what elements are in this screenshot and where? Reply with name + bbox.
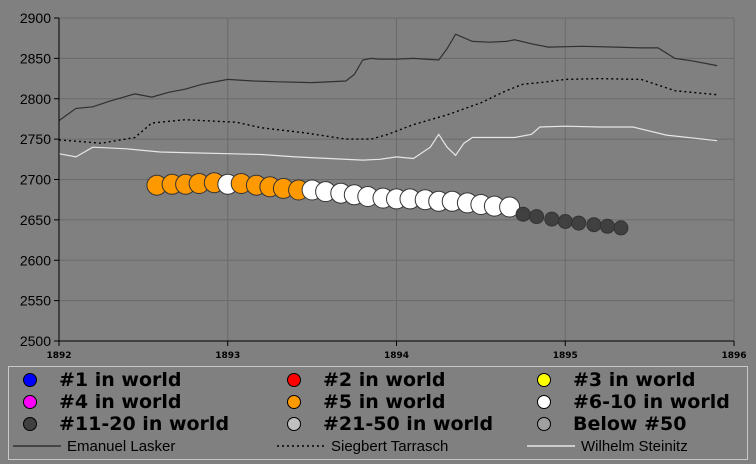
- legend-marker: [537, 373, 551, 387]
- rank-point: [557, 214, 573, 229]
- legend-marker: [287, 373, 301, 387]
- rank-point: [599, 218, 615, 234]
- legend-item-rank: Below #50: [537, 413, 686, 435]
- legend-item-rank: #2 in world: [287, 369, 446, 391]
- x-tick-label: 1895: [553, 351, 578, 361]
- legend-label: #1 in world: [59, 369, 182, 391]
- x-tick-label: 1892: [46, 351, 71, 361]
- x-tick-label: 1893: [215, 351, 240, 361]
- legend-item-player: Wilhelm Steinitz: [527, 436, 688, 456]
- rank-point: [544, 211, 560, 227]
- rank-points: [146, 172, 629, 236]
- series-line-siegbert-tarrasch: [58, 77, 718, 144]
- rating-lines: [58, 33, 718, 161]
- x-tick-label: 1896: [721, 351, 746, 361]
- y-tick-label: 2900: [20, 10, 51, 26]
- rank-point: [586, 217, 602, 233]
- legend-marker: [537, 417, 551, 431]
- legend-line-sample: [527, 445, 575, 447]
- rating-chart: 2500 2550 2600 2650 2700 2750 2800 2850 2900 1892…: [20, 10, 747, 361]
- legend-marker: [287, 395, 301, 409]
- legend-label: Siegbert Tarrasch: [331, 437, 449, 455]
- legend-label: #5 in world: [323, 391, 446, 413]
- legend-marker: [23, 417, 37, 431]
- rank-point: [515, 206, 531, 222]
- legend-item-rank: #6-10 in world: [537, 391, 730, 413]
- rank-point: [499, 196, 521, 218]
- legend-label: Emanuel Lasker: [67, 437, 176, 455]
- legend-label: #6-10 in world: [573, 391, 730, 413]
- series-line-emanuel-lasker: [58, 33, 718, 122]
- legend-item-player: Siegbert Tarrasch: [277, 436, 448, 456]
- legend-item-rank: #21-50 in world: [287, 413, 493, 435]
- legend-label: Wilhelm Steinitz: [581, 437, 688, 455]
- legend-item-rank: #5 in world: [287, 391, 446, 413]
- legend-label: #21-50 in world: [323, 413, 494, 435]
- rank-point: [613, 220, 629, 236]
- y-tick-label: 2500: [20, 333, 51, 349]
- y-tick-label: 2750: [20, 131, 51, 147]
- rank-point: [571, 215, 587, 231]
- y-tick-label: 2650: [20, 212, 51, 228]
- legend-item-rank: #3 in world: [537, 369, 696, 391]
- legend-label: #2 in world: [323, 369, 446, 391]
- y-tick-label: 2550: [20, 293, 51, 309]
- legend-marker: [23, 395, 37, 409]
- legend-line-sample: [277, 445, 325, 447]
- axes: 2500 2550 2600 2650 2700 2750 2800 2850 2900 1892…: [20, 10, 747, 361]
- y-tick-label: 2600: [20, 252, 51, 268]
- legend-item-player: Emanuel Lasker: [13, 436, 175, 456]
- legend-label: #4 in world: [59, 391, 182, 413]
- legend-item-rank: #11-20 in world: [23, 413, 229, 435]
- y-tick-label: 2850: [20, 50, 51, 66]
- legend-marker: [287, 417, 301, 431]
- x-tick-label: 1894: [384, 351, 409, 361]
- rank-point: [529, 209, 545, 225]
- legend: #1 in world #2 in world #3 in world #4 in w…: [8, 366, 748, 460]
- series-line-wilhelm-steinitz: [58, 125, 718, 161]
- legend-line-sample: [13, 445, 61, 447]
- legend-item-rank: #4 in world: [23, 391, 182, 413]
- legend-marker: [537, 395, 551, 409]
- legend-label: #3 in world: [573, 369, 696, 391]
- legend-label: Below #50: [573, 413, 687, 435]
- y-tick-label: 2700: [20, 172, 51, 188]
- legend-item-rank: #1 in world: [23, 369, 182, 391]
- legend-label: #11-20 in world: [59, 413, 230, 435]
- legend-marker: [23, 373, 37, 387]
- y-tick-label: 2800: [20, 91, 51, 107]
